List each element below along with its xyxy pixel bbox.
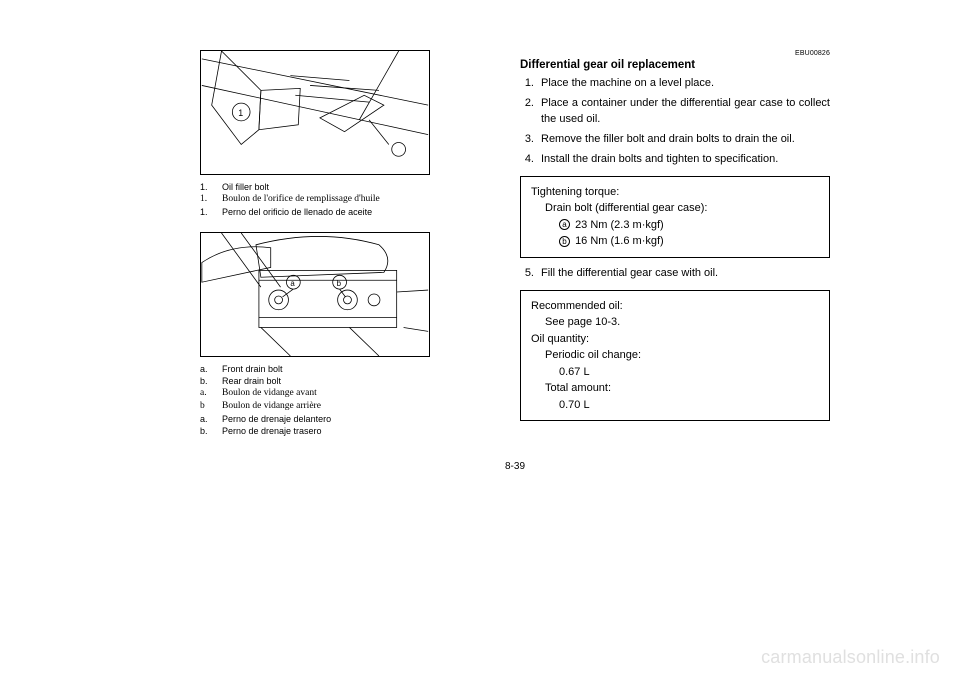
spec-title: Tightening torque: xyxy=(531,184,819,201)
spec-line: Periodic oil change: xyxy=(531,347,819,364)
caption-key: a. xyxy=(200,363,214,375)
caption-key: b. xyxy=(200,375,214,387)
watermark: carmanualsonline.info xyxy=(761,647,940,668)
caption-text: Perno del orificio de llenado de aceite xyxy=(222,206,372,218)
step-number: 4. xyxy=(520,152,534,168)
figure-oil-filler-bolt: 1 xyxy=(200,50,430,175)
caption-text: Perno de drenaje trasero xyxy=(222,425,322,437)
step-number: 5. xyxy=(520,266,534,282)
svg-text:b: b xyxy=(337,279,342,288)
spec-value-a: a 23 Nm (2.3 m·kgf) xyxy=(531,217,819,234)
caption-text: Boulon de vidange arrière xyxy=(222,400,321,413)
step-text: Fill the differential gear case with oil… xyxy=(541,266,830,282)
manual-page: 1 1. Oil filler bolt 1. Boulon de l'orific… xyxy=(0,0,960,678)
oil-spec-box: Recommended oil: See page 10-3. Oil quan… xyxy=(520,290,830,422)
spec-value: 0.70 L xyxy=(531,397,819,414)
caption-key: b xyxy=(200,400,214,413)
label-b-icon: b xyxy=(559,236,570,247)
caption-text: Front drain bolt xyxy=(222,363,283,375)
figure-drain-bolts: a b xyxy=(200,232,430,357)
step-text: Install the drain bolts and tighten to s… xyxy=(541,152,830,168)
label-a-icon: a xyxy=(559,219,570,230)
right-column: EBU00826 Differential gear oil replaceme… xyxy=(520,50,830,451)
svg-text:1: 1 xyxy=(238,108,243,118)
two-column-layout: 1 1. Oil filler bolt 1. Boulon de l'orific… xyxy=(200,50,830,451)
procedure-steps: 1. Place the machine on a level place. 2.… xyxy=(520,76,830,168)
step-text: Place a container under the differential… xyxy=(541,96,830,128)
svg-text:a: a xyxy=(290,279,295,288)
step-text: Remove the filler bolt and drain bolts t… xyxy=(541,132,830,148)
caption-key: 1. xyxy=(200,181,214,193)
section-heading: Differential gear oil replacement xyxy=(520,59,830,71)
step-number: 1. xyxy=(520,76,534,92)
spec-line: See page 10-3. xyxy=(531,314,819,331)
caption-text: Perno de drenaje delantero xyxy=(222,413,331,425)
spec-value-b: b 16 Nm (1.6 m·kgf) xyxy=(531,233,819,250)
spec-value: 0.67 L xyxy=(531,364,819,381)
caption-key: 1. xyxy=(200,206,214,218)
page-number: 8-39 xyxy=(200,461,830,472)
reference-code: EBU00826 xyxy=(520,50,830,57)
caption-text: Boulon de vidange avant xyxy=(222,387,317,400)
caption-text: Rear drain bolt xyxy=(222,375,281,387)
spec-line: Oil quantity: xyxy=(531,331,819,348)
step-number: 2. xyxy=(520,96,534,128)
caption-key: a. xyxy=(200,413,214,425)
figure2-captions: a. Front drain bolt b. Rear drain bolt a. B… xyxy=(200,363,480,437)
spec-line: Total amount: xyxy=(531,380,819,397)
figure1-captions: 1. Oil filler bolt 1. Boulon de l'orifice … xyxy=(200,181,480,218)
caption-key: a. xyxy=(200,387,214,400)
caption-key: b. xyxy=(200,425,214,437)
caption-key: 1. xyxy=(200,193,214,206)
step-text: Place the machine on a level place. xyxy=(541,76,830,92)
left-column: 1 1. Oil filler bolt 1. Boulon de l'orific… xyxy=(200,50,480,451)
caption-text: Oil filler bolt xyxy=(222,181,269,193)
caption-text: Boulon de l'orifice de remplissage d'hui… xyxy=(222,193,380,206)
procedure-steps-continued: 5. Fill the differential gear case with o… xyxy=(520,266,830,282)
spec-line: Recommended oil: xyxy=(531,298,819,315)
torque-spec-box: Tightening torque: Drain bolt (different… xyxy=(520,176,830,258)
step-number: 3. xyxy=(520,132,534,148)
spec-subtitle: Drain bolt (differential gear case): xyxy=(531,200,819,217)
